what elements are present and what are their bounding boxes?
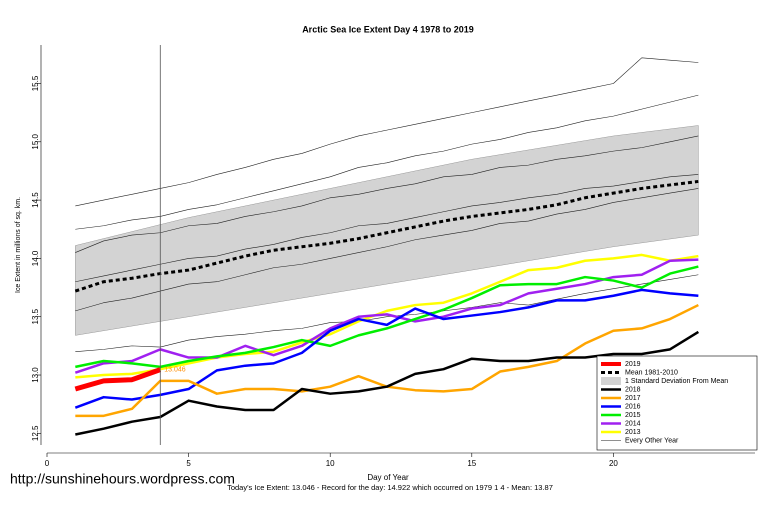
- x-tick-label: 10: [326, 459, 335, 468]
- legend-label: Every Other Year: [625, 437, 679, 444]
- other-year-line: [75, 174, 699, 283]
- legend-label: 2018: [625, 386, 641, 393]
- legend-swatch: [601, 377, 621, 385]
- x-tick-label: 15: [467, 459, 476, 468]
- series-line: [74, 258, 699, 374]
- x-tick-label: 0: [45, 459, 50, 468]
- legend-label: 1 Standard Deviation From Mean: [625, 378, 728, 385]
- other-year-line: [75, 274, 699, 353]
- y-tick-label: 15.5: [31, 75, 40, 91]
- legend-label: 2019: [625, 361, 641, 368]
- y-tick-label: 15.0: [31, 133, 40, 149]
- y-tick-label: 14.0: [31, 250, 40, 266]
- legend-label: 2017: [625, 395, 641, 402]
- series-line: [74, 367, 162, 392]
- legend-label: 2015: [625, 412, 641, 419]
- other-year-line: [75, 188, 699, 312]
- y-axis-label: Ice Extent in millions of sq. km.: [15, 197, 22, 293]
- x-tick-label: 20: [609, 459, 618, 468]
- legend-box: [596, 355, 758, 451]
- x-tick-label: 5: [186, 459, 191, 468]
- series-line: [75, 253, 699, 379]
- y-tick-label: 14.5: [31, 192, 40, 208]
- std-band: [75, 125, 699, 336]
- y-tick-label: 12.5: [31, 425, 40, 441]
- legend-label: Mean 1981-2010: [625, 369, 678, 376]
- legend-label: 2016: [625, 403, 641, 410]
- legend-label: 2014: [625, 420, 641, 427]
- series-line: [75, 265, 699, 369]
- caption: Today's Ice Extent: 13.046 - Record for …: [227, 483, 553, 492]
- other-year-line: [75, 94, 699, 230]
- value-label: 13.046: [164, 367, 186, 374]
- series-line: [74, 179, 699, 293]
- x-axis-label: Day of Year: [367, 473, 409, 482]
- y-tick-label: 13.5: [31, 308, 40, 324]
- legend-label: 2013: [625, 429, 641, 436]
- y-tick-label: 13.0: [31, 367, 40, 383]
- series-line: [74, 288, 699, 409]
- series-line: [75, 330, 700, 436]
- chart-title: Arctic Sea Ice Extent Day 4 1978 to 2019: [302, 24, 474, 34]
- source-url: http://sunshinehours.wordpress.com: [10, 471, 235, 487]
- other-year-line: [75, 57, 699, 207]
- other-year-line: [75, 135, 699, 253]
